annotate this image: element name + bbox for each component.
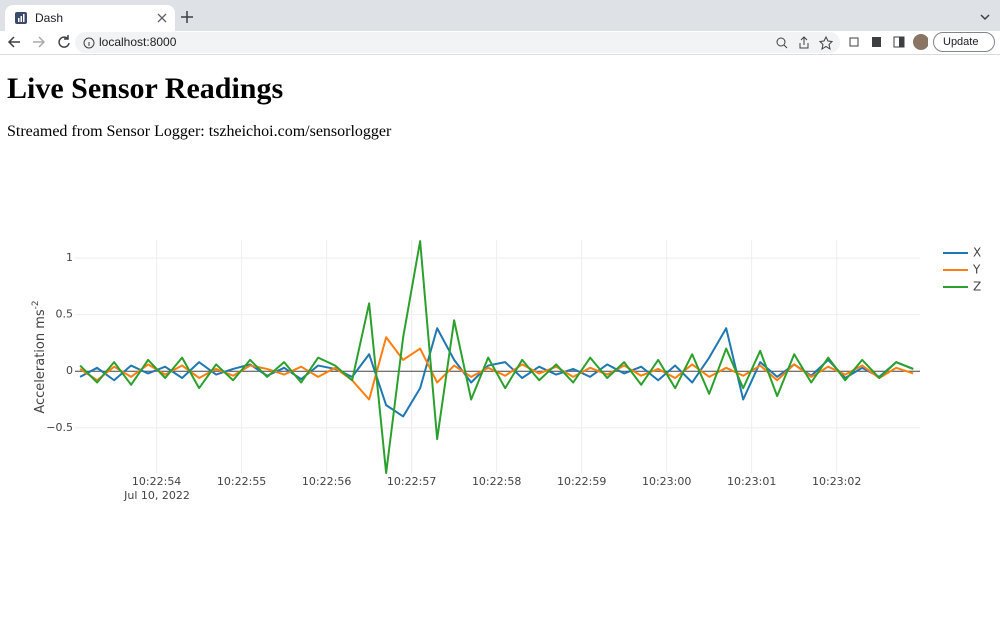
address-bar[interactable]: localhost:8000 [75,32,840,53]
y-axis-title: Acceleration ms-2 [31,300,48,413]
favicon [15,12,27,24]
y-tick-label: 0 [66,364,73,377]
legend-label: Z [973,280,981,294]
page-title: Live Sensor Readings [7,72,284,105]
legend-label: Y [972,263,981,277]
x-tick-label: 10:22:59 [557,475,606,488]
x-tick-label: 10:23:02 [812,475,861,488]
url: localhost:8000 [99,35,177,49]
series-line [79,327,914,418]
x-date-label: Jul 10, 2022 [123,489,190,502]
new-tab[interactable] [181,11,193,23]
page-subtitle: Streamed from Sensor Logger: tszheichoi.… [7,123,392,140]
update-label: Update [943,36,979,48]
tab-bar: Dash [0,0,1000,31]
update-button[interactable]: Update [933,32,995,52]
y-label-superscript: -2 [31,300,41,309]
y-label: Acceleration ms [33,309,48,414]
x-tick-label: 10:22:57 [387,475,436,488]
x-tick-label: 10:23:00 [642,475,691,488]
info-icon [83,37,95,49]
y-tick-label: 0.5 [56,308,74,321]
x-tick-label: 10:22:55 [217,475,266,488]
tab-menu[interactable] [980,13,990,21]
legend-label: X [973,246,981,260]
series-line [79,240,914,474]
x-tick-label: 10:22:54 [132,475,181,488]
nav-buttons[interactable] [6,32,76,52]
y-tick-label: −0.5 [46,421,73,434]
tab-close[interactable] [157,13,167,23]
browser-chrome: Dash localhost:8000 Update [0,0,1000,55]
extension-icons[interactable] [848,32,928,52]
y-tick-label: 1 [66,251,73,264]
x-tick-label: 10:23:01 [727,475,776,488]
toolbar: localhost:8000 Update [0,31,1000,55]
x-tick-label: 10:22:58 [472,475,521,488]
omnibox-icons [776,36,834,50]
tab[interactable]: Dash [5,5,175,31]
tab-title: Dash [35,11,64,25]
x-tick-label: 10:22:56 [302,475,351,488]
